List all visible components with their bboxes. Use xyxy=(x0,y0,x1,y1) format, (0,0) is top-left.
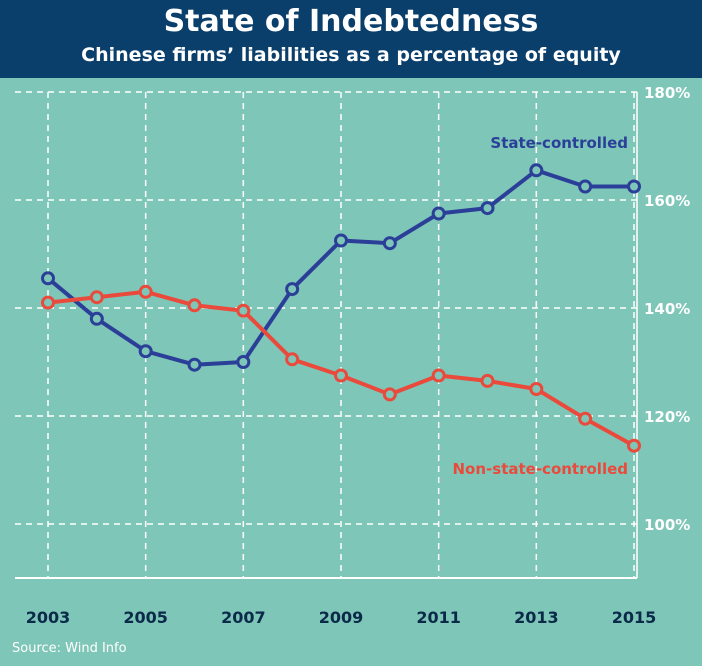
data-point xyxy=(236,355,251,369)
series-labels: State-controlled Non-state-controlled xyxy=(453,134,629,478)
x-tick-label: 2013 xyxy=(514,608,559,627)
x-tick-label: 2015 xyxy=(612,608,657,627)
x-tick-label: 2011 xyxy=(416,608,461,627)
data-point xyxy=(187,298,202,313)
data-point xyxy=(236,303,251,318)
data-point xyxy=(480,201,495,216)
x-tick-label: 2005 xyxy=(123,608,168,627)
data-point xyxy=(41,295,55,310)
y-tick-label: 140% xyxy=(644,300,690,318)
data-point xyxy=(285,282,300,297)
x-tick-label: 2003 xyxy=(26,608,71,627)
data-point xyxy=(529,163,544,178)
data-point xyxy=(187,357,202,372)
y-tick-label: 120% xyxy=(644,408,690,426)
label-non-state-controlled: Non-state-controlled xyxy=(453,460,629,478)
data-point xyxy=(334,233,348,248)
chart-title: State of Indebtedness xyxy=(163,4,539,39)
series-state-controlled xyxy=(41,163,641,372)
data-point xyxy=(138,344,153,359)
data-point xyxy=(89,311,104,326)
chart-subtitle: Chinese firms’ liabilities as a percenta… xyxy=(81,44,621,66)
data-point xyxy=(41,271,55,286)
data-point xyxy=(431,368,446,383)
series-lines xyxy=(41,163,641,453)
data-point xyxy=(578,411,593,426)
source-note: Source: Wind Info xyxy=(12,641,127,656)
data-point xyxy=(382,387,397,402)
data-point xyxy=(334,368,348,383)
y-tick-label: 100% xyxy=(644,516,690,534)
chart-header: State of Indebtedness Chinese firms’ lia… xyxy=(0,0,702,78)
data-point xyxy=(431,206,446,221)
y-tick-label: 160% xyxy=(644,192,690,210)
x-tick-label: 2007 xyxy=(221,608,266,627)
data-point xyxy=(480,373,495,388)
y-tick-label: 180% xyxy=(644,84,690,102)
series-non-state-controlled xyxy=(41,284,641,453)
data-point xyxy=(578,179,593,194)
data-point xyxy=(89,290,104,305)
data-point xyxy=(627,438,641,453)
axes: 100% 120% 140% 160% 180% 2003 2005 2007 2009 2011… xyxy=(15,84,690,627)
gridlines xyxy=(15,91,637,578)
x-tick-label: 2009 xyxy=(319,608,364,627)
data-point xyxy=(382,236,397,251)
data-point xyxy=(285,352,300,367)
data-point xyxy=(627,179,641,194)
label-state-controlled: State-controlled xyxy=(490,134,628,152)
data-point xyxy=(529,382,544,396)
data-point xyxy=(138,284,153,299)
